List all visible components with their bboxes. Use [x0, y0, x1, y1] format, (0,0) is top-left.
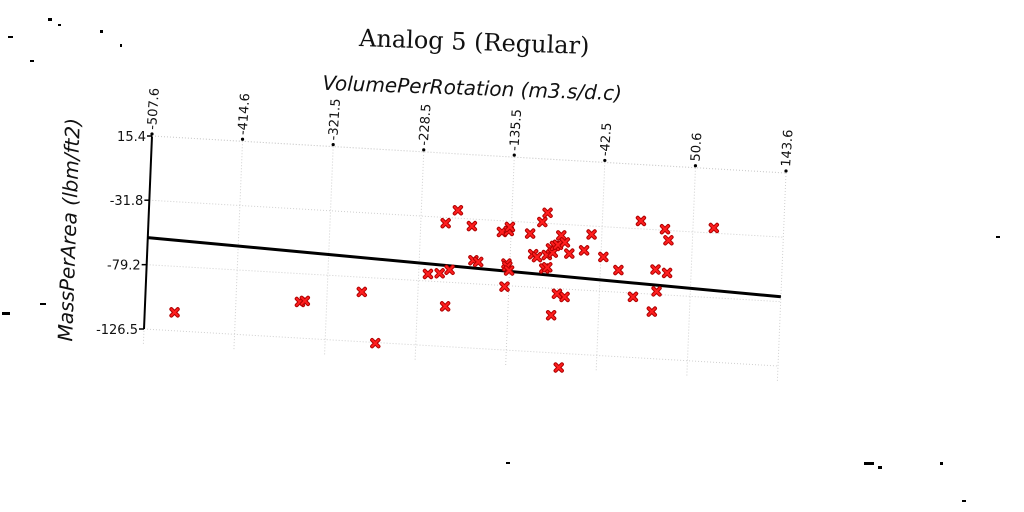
data-point-33 — [556, 230, 567, 241]
data-point-8 — [440, 218, 451, 229]
x-tick-label-4: -135.5 — [507, 109, 525, 152]
tick-labels: -507.6 -414.6 -321.5 -228.5 -135.5 -42.5 50.6 1… — [96, 87, 797, 338]
x-tick-mark-1 — [240, 137, 245, 141]
data-point-46 — [646, 306, 658, 317]
data-point-36 — [551, 288, 563, 299]
x-tick-label-7: 143.6 — [779, 129, 797, 167]
data-point-3 — [356, 286, 368, 298]
grid-line-x-5 — [595, 162, 606, 372]
data-point-32 — [552, 239, 564, 250]
x-tick-mark-3 — [422, 148, 426, 152]
scan-noise — [2, 18, 1000, 502]
y-tick-label-3: -126.5 — [96, 323, 138, 338]
data-point-7 — [439, 301, 451, 312]
y-axis-label: MassPerArea (lbm/ft2) — [53, 118, 85, 342]
axes — [143, 135, 787, 330]
grid-lines — [142, 135, 787, 383]
data-point-42 — [613, 264, 624, 276]
data-point-49 — [663, 235, 674, 246]
data-point-48 — [659, 224, 671, 235]
x-tick-label-0: -507.6 — [145, 87, 163, 130]
x-tick-mark-7 — [784, 169, 788, 173]
grid-line-x-2 — [324, 146, 334, 356]
grid-line-y-2 — [146, 264, 781, 303]
data-point-9 — [444, 264, 455, 276]
y-tick-label-0: 15.4 — [117, 130, 146, 145]
y-tick-label-1: -31.8 — [110, 194, 144, 209]
data-point-40 — [586, 229, 597, 240]
data-point-47 — [651, 286, 662, 297]
data-point-27 — [542, 262, 553, 273]
x-axis-label: VolumePerRotation (m3.s/d.c) — [322, 71, 622, 105]
grid-line-x-3 — [414, 151, 425, 362]
data-point-4 — [370, 337, 381, 349]
data-point-25 — [542, 207, 553, 219]
x-tick-mark-5 — [603, 158, 607, 163]
data-point-38 — [559, 291, 570, 303]
data-point-19 — [503, 265, 515, 276]
data-point-24 — [537, 216, 548, 228]
trendline-segment — [147, 236, 782, 299]
data-point-52 — [553, 362, 564, 373]
data-point-50 — [661, 267, 673, 279]
chart-title: Analog 5 (Regular) — [358, 24, 590, 60]
data-point-2 — [299, 295, 311, 307]
data-point-41 — [598, 251, 609, 263]
x-tick-mark-0 — [150, 132, 154, 136]
data-point-39 — [578, 245, 590, 256]
data-point-34 — [559, 237, 571, 248]
x-tick-label-2: -321.5 — [326, 98, 344, 141]
x-tick-mark-2 — [331, 142, 335, 147]
data-point-13 — [473, 256, 484, 268]
trendline — [147, 236, 782, 299]
x-tick-label-1: -414.6 — [236, 93, 254, 136]
data-point-0 — [169, 307, 180, 318]
data-point-44 — [635, 215, 647, 227]
x-tick-label-5: -42.5 — [598, 122, 615, 157]
grid-line-x-1 — [233, 141, 244, 351]
data-point-20 — [499, 281, 510, 292]
data-point-45 — [650, 264, 661, 275]
x-tick-mark-6 — [693, 164, 698, 168]
data-point-35 — [564, 248, 575, 259]
grid-line-y-1 — [149, 199, 784, 238]
grid-line-x-6 — [686, 167, 696, 378]
data-point-37 — [545, 310, 557, 321]
grid-line-y-3 — [143, 328, 779, 367]
data-point-10 — [452, 205, 464, 216]
x-axis-top-line — [151, 135, 787, 174]
data-points — [169, 205, 720, 373]
data-point-51 — [708, 222, 720, 234]
x-tick-label-3: -228.5 — [417, 103, 435, 146]
x-tick-label-6: 50.6 — [688, 132, 705, 162]
data-point-11 — [466, 220, 478, 232]
data-point-23 — [531, 251, 543, 263]
grid-line-x-7 — [776, 172, 787, 383]
data-point-6 — [434, 268, 445, 279]
data-point-5 — [422, 268, 434, 280]
data-point-21 — [524, 228, 536, 239]
data-point-43 — [627, 291, 639, 303]
y-axis-line — [143, 135, 153, 330]
y-tick-label-2: -79.2 — [107, 259, 141, 274]
x-tick-mark-4 — [512, 153, 516, 157]
data-point-16 — [504, 221, 516, 233]
grid-line-x-4 — [505, 157, 515, 367]
